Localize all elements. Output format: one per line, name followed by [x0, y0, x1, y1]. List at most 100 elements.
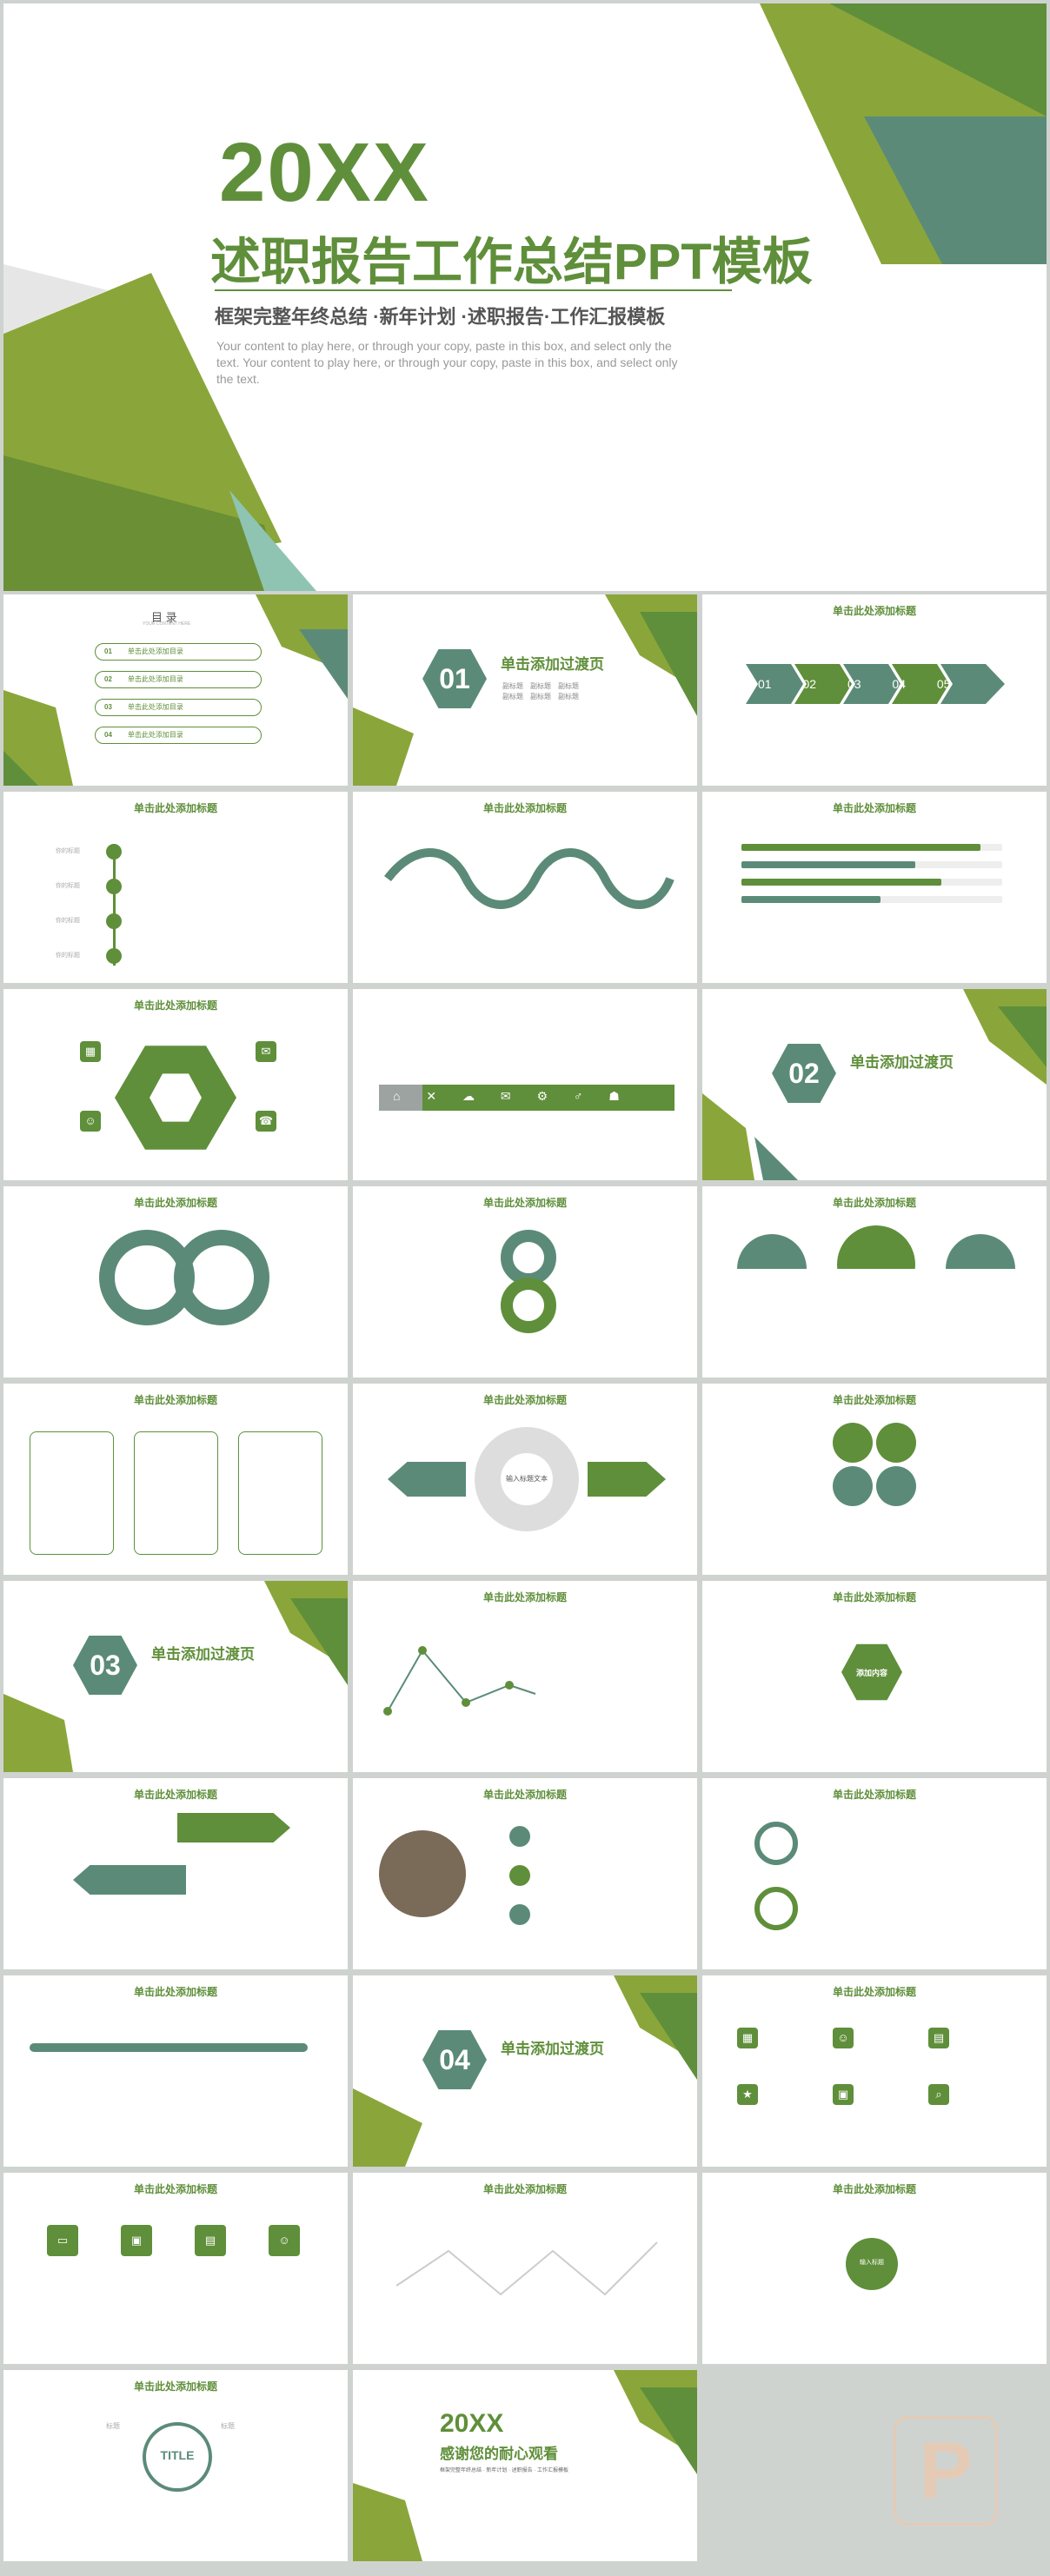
- section-decoration: [702, 989, 1047, 1180]
- slide-bar-chart[interactable]: 单击此处添加标题: [702, 792, 1047, 983]
- toc-item-3[interactable]: 03 单击此处添加目录: [95, 699, 262, 716]
- slide-section-02[interactable]: 02 单击添加过渡页: [702, 989, 1047, 1180]
- slide-hexagon-ring[interactable]: 单击此处添加标题 ▦ ☺ ✉ ☎: [3, 989, 348, 1180]
- slide-photo-list[interactable]: 单击此处添加标题: [353, 1778, 697, 1969]
- user-icon: ☺: [269, 2225, 300, 2256]
- toc-subtitle: YOUR CONTENT HERE: [143, 621, 191, 627]
- slide-arrows[interactable]: 单击此处添加标题 01 02 03 04 05: [702, 594, 1047, 786]
- slide-line-chart[interactable]: 单击此处添加标题: [353, 1581, 697, 1772]
- petal: [876, 1466, 916, 1506]
- slide-title: 单击此处添加标题: [133, 2380, 217, 2393]
- slide-section-03[interactable]: 03 单击添加过渡页: [3, 1581, 348, 1772]
- cover-slide[interactable]: 20XX 述职报告工作总结PPT模板 框架完整年终总结 ·新年计划 ·述职报告·…: [3, 3, 1047, 591]
- slide-four-icons[interactable]: 单击此处添加标题 ▭ ▣ ▤ ☺: [3, 2173, 348, 2364]
- card: [134, 1431, 218, 1555]
- section-title: 单击添加过渡页: [501, 2041, 604, 2057]
- bulb-title: TITLE: [160, 2448, 195, 2462]
- ending-decoration: [353, 2370, 697, 2561]
- slide-figure-eight[interactable]: 单击此处添加标题: [353, 1186, 697, 1378]
- icon-strip: [379, 1085, 675, 1111]
- slide-title: 单击此处添加标题: [133, 1197, 217, 1209]
- slide-petals[interactable]: 单击此处添加标题: [702, 1384, 1047, 1575]
- ring-right: [174, 1230, 269, 1325]
- slide-zigzag[interactable]: 单击此处添加标题: [353, 2173, 697, 2364]
- slide-horizontal-timeline[interactable]: 单击此处添加标题: [3, 1975, 348, 2167]
- section-decoration: [353, 1975, 697, 2167]
- timeline-label: 你的标题: [56, 918, 80, 924]
- card: [238, 1431, 322, 1555]
- bulb-icon: [143, 2422, 212, 2492]
- slide-bulb[interactable]: 单击此处添加标题 TITLE 标题 标题: [3, 2370, 348, 2561]
- timeline-node: [106, 948, 122, 964]
- document-icon: ▤: [195, 2225, 226, 2256]
- slide-title: 单击此处添加标题: [482, 1789, 567, 1801]
- search-icon: [754, 1887, 798, 1930]
- search-icon: ⌕: [928, 2084, 949, 2105]
- petal: [833, 1466, 873, 1506]
- eight-bottom: [501, 1278, 556, 1333]
- star-icon: ★: [737, 2084, 758, 2105]
- section-items: 副标题 副标题 副标题 副标题 副标题 副标题: [502, 682, 579, 700]
- section-decoration: [3, 1581, 348, 1772]
- cover-divider: [215, 289, 732, 291]
- bulb-label: 标题: [221, 2422, 235, 2430]
- monitor-icon: ▭: [47, 2225, 78, 2256]
- photo: [379, 1830, 466, 1917]
- slide-gear[interactable]: 单击此处添加标题 添加内容: [702, 1581, 1047, 1772]
- slide-title: 单击此处添加标题: [482, 1591, 567, 1603]
- slide-hub[interactable]: 单击此处添加标题 输入标题: [702, 2173, 1047, 2364]
- list-marker: [509, 1904, 530, 1925]
- bar-fill: [741, 879, 941, 886]
- slide-ending[interactable]: 20XX 感谢您的耐心观看 框架完整年终总结 · 新年计划 · 述职报告 · 工…: [353, 2370, 697, 2561]
- user-icon: ☺: [833, 2028, 854, 2048]
- timeline-label: 你的标题: [56, 848, 80, 854]
- slide-toc[interactable]: 目 录 YOUR CONTENT HERE 01 单击此处添加目录 02 单击此处添…: [3, 594, 348, 786]
- slide-icon-grid[interactable]: 单击此处添加标题 ▦ ☺ ▤ ★ ▣ ⌕: [702, 1975, 1047, 2167]
- bar-fill: [741, 861, 915, 868]
- slide-icon-strip[interactable]: ⌂ ✕ ☁ ✉ ⚙ ♂ ☗: [353, 989, 697, 1180]
- list-marker: [509, 1826, 530, 1847]
- box-icon: ▣: [121, 2225, 152, 2256]
- slide-title: 单击此处添加标题: [133, 1789, 217, 1801]
- ending-subtitle: 框架完整年终总结 · 新年计划 · 述职报告 · 工作汇报模板: [440, 2468, 568, 2473]
- slide-title: 单击此处添加标题: [133, 802, 217, 814]
- cover-title: 述职报告工作总结PPT模板: [210, 234, 813, 290]
- icon-strip-start: [379, 1085, 422, 1111]
- arrow-numbers: 01 02 03 04 05: [758, 677, 951, 691]
- chart-icon: ▦: [80, 1041, 101, 1062]
- slide-title: 单击此处添加标题: [832, 2183, 916, 2195]
- card: [30, 1431, 114, 1555]
- slide-title: 单击此处添加标题: [133, 1986, 217, 1998]
- slide-arrow-labels[interactable]: 单击此处添加标题: [3, 1778, 348, 1969]
- slide-vertical-timeline[interactable]: 单击此处添加标题 你的标题 你的标题 你的标题 你的标题: [3, 792, 348, 983]
- slide-semicircles[interactable]: 单击此处添加标题: [702, 1186, 1047, 1378]
- hub-center: [846, 2238, 898, 2290]
- hub-label: 输入标题: [860, 2260, 884, 2266]
- toc-item-1[interactable]: 01 单击此处添加目录: [95, 643, 262, 661]
- slide-magnifier[interactable]: 单击此处添加标题: [702, 1778, 1047, 1969]
- wave-path: [384, 848, 675, 909]
- slide-wave[interactable]: 单击此处添加标题: [353, 792, 697, 983]
- gear-center: 添加内容: [841, 1643, 902, 1701]
- toc-item-2[interactable]: 02 单击此处添加目录: [95, 671, 262, 688]
- search-icon: [754, 1822, 798, 1865]
- slide-donut-arrows[interactable]: 单击此处添加标题 输入标题文本: [353, 1384, 697, 1575]
- slide-title: 单击此处添加标题: [482, 1197, 567, 1209]
- slide-section-04[interactable]: 04 单击添加过渡页: [353, 1975, 697, 2167]
- timeline-label: 你的标题: [56, 953, 80, 959]
- section-title: 单击添加过渡页: [501, 656, 604, 673]
- strip-icons: ⌂ ✕ ☁ ✉ ⚙ ♂ ☗: [393, 1089, 620, 1103]
- slide-title: 单击此处添加标题: [133, 2183, 217, 2195]
- zigzag-line: [395, 2241, 658, 2296]
- toc-item-4[interactable]: 04 单击此处添加目录: [95, 727, 262, 744]
- slide-three-cards[interactable]: 单击此处添加标题: [3, 1384, 348, 1575]
- timeline-label: 你的标题: [56, 883, 80, 889]
- timeline-node: [106, 844, 122, 860]
- slide-title: 单击此处添加标题: [832, 1789, 916, 1801]
- slide-section-01[interactable]: 01 单击添加过渡页 副标题 副标题 副标题 副标题 副标题 副标题: [353, 594, 697, 786]
- slide-double-ring[interactable]: 单击此处添加标题: [3, 1186, 348, 1378]
- slide-title: 单击此处添加标题: [482, 1394, 567, 1406]
- donut-label: 输入标题文本: [506, 1475, 548, 1483]
- slide-title: 单击此处添加标题: [832, 1197, 916, 1209]
- ending-year: 20XX: [440, 2409, 504, 2438]
